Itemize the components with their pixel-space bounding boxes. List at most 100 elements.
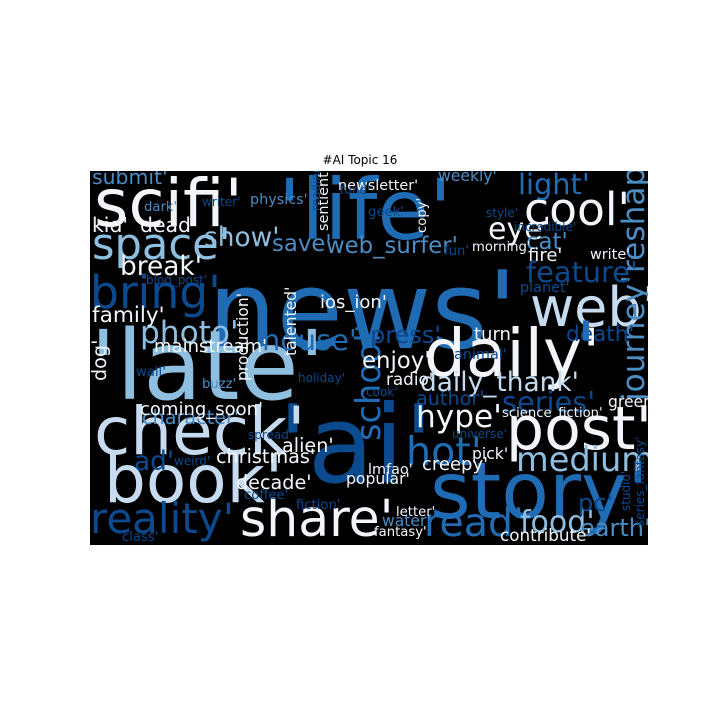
word-ad: ad' [134, 446, 174, 477]
word-kid: kid' [92, 213, 128, 237]
word-cloud-canvas: news''ai''late' 'life' story' scifi' daily' c… [90, 171, 648, 545]
word-animal: animal' [454, 347, 507, 363]
word-mainstream: mainstream' [154, 336, 267, 357]
word-share: share' [240, 489, 394, 545]
word-house: house' [262, 323, 357, 357]
word-planet: planet' [520, 280, 570, 296]
word-character: character' [142, 406, 239, 429]
word-quote: ' [576, 306, 596, 390]
word-morning: morning' [472, 240, 530, 255]
word-weekly: weekly' [438, 171, 497, 185]
word-story: story' [430, 447, 648, 537]
word-school: school' [349, 324, 388, 441]
figure-title: #AI Topic 16 [322, 153, 398, 167]
word-hot: hot' [406, 429, 482, 475]
word-eye: eye' [488, 212, 551, 247]
word-series: series' [502, 385, 595, 419]
word-coming-soon: coming_soon' [140, 399, 263, 420]
word-christmas: christmas' [216, 445, 315, 468]
word-cloud-background [90, 171, 648, 545]
word-creepy: creepy' [422, 454, 488, 475]
word-author: author' [416, 387, 485, 410]
word-studio: studio' [619, 471, 633, 511]
word-wall: wall' [136, 365, 166, 380]
word-web-surfer: web_surfer' [326, 233, 458, 259]
word-blog-post: blog_post' [146, 273, 207, 287]
word-reshape: reshape' [616, 171, 648, 273]
word-daily-thank: daily_thank' [420, 367, 579, 398]
word-green: green' [608, 393, 648, 411]
word-fund: fund' [340, 183, 370, 197]
word-buzz: buzz' [202, 377, 236, 392]
word-save: save' [272, 231, 332, 257]
word-layer: news''ai''late' 'life' story' scifi' daily' c… [90, 171, 648, 545]
word-spread: spread' [248, 428, 292, 442]
word-read: read' [424, 500, 524, 545]
word-popular: popular' [346, 470, 410, 488]
word-post: post' [506, 394, 648, 464]
word-universe: universe' [452, 427, 507, 441]
word-pick: pick' [472, 445, 508, 463]
word-dark: dark' [144, 200, 177, 215]
word-fire: fire' [528, 245, 562, 266]
word-book: book' [104, 441, 283, 518]
word-coffee: coffee' [244, 488, 288, 503]
word-weird: weird' [174, 454, 210, 468]
word-copy: copy' [415, 198, 430, 233]
word-talented: talented' [282, 287, 300, 356]
word-writer: writer' [202, 195, 240, 209]
word-space: space' [92, 220, 231, 270]
word-dog: dog' [90, 340, 111, 381]
word-scifi: scifi' [94, 171, 243, 242]
word-medium: medium' [516, 440, 648, 479]
word-break: break' [120, 251, 202, 282]
word-incredible: incredible' [514, 220, 576, 234]
word-photo: photo' [140, 315, 239, 351]
word-holiday: holiday' [298, 371, 345, 385]
word-cat: cat' [526, 229, 568, 255]
word-enjoy: enjoy' [362, 348, 431, 374]
word-web: web' [530, 276, 648, 339]
word-dead: dead' [140, 213, 197, 237]
word-sentient: sentient' [316, 171, 332, 231]
word-fantasy: fantasy' [374, 525, 427, 540]
word-reading: reading' [309, 171, 323, 211]
word-radio: radio' [386, 369, 433, 389]
word-series-fantasy: series_fantasy' [633, 437, 647, 526]
word-journey: journey' [616, 275, 648, 402]
word-death: death' [566, 322, 634, 347]
word-decade: decade' [236, 471, 312, 494]
word-alien: alien' [282, 434, 334, 457]
word-science-fiction: science_fiction' [502, 406, 603, 421]
word-bring: bring' [90, 266, 221, 319]
word-physics: physics' [250, 192, 308, 208]
word-show: show' [204, 222, 279, 253]
word-earth: earth' [580, 514, 648, 542]
word-production: production' [234, 293, 252, 381]
word-class: class' [122, 530, 158, 545]
word-reality: reality' [90, 494, 234, 543]
word-cloud: news''ai''late' 'life' story' scifi' daily' c… [90, 171, 648, 545]
word-news: news' [208, 249, 517, 374]
word-fun: fun' [444, 244, 469, 259]
word-press: press' [370, 321, 441, 349]
word-family: family' [92, 303, 165, 328]
word-turn: turn' [474, 324, 516, 345]
word-cool: cool' [524, 183, 630, 236]
word-letter: letter' [396, 505, 435, 520]
word-feature: feature' [526, 255, 638, 289]
word-cook: cook' [366, 385, 398, 399]
word-write: write' [590, 247, 630, 263]
word-geek: geek' [368, 205, 404, 220]
word-fiction: fiction' [296, 498, 340, 513]
word-late: 'late' [90, 310, 325, 422]
word-lmfao: lmfao' [368, 462, 413, 478]
word-style: style' [486, 206, 518, 220]
word-light: light' [518, 171, 590, 201]
word-pc: pc' [578, 489, 613, 517]
word-food: food' [520, 505, 595, 540]
word-newsletter: newsletter' [338, 178, 418, 194]
word-water: water' [382, 512, 431, 530]
word-ai: 'ai' [278, 383, 434, 508]
word-ios-ion: ios_ion' [320, 292, 387, 313]
